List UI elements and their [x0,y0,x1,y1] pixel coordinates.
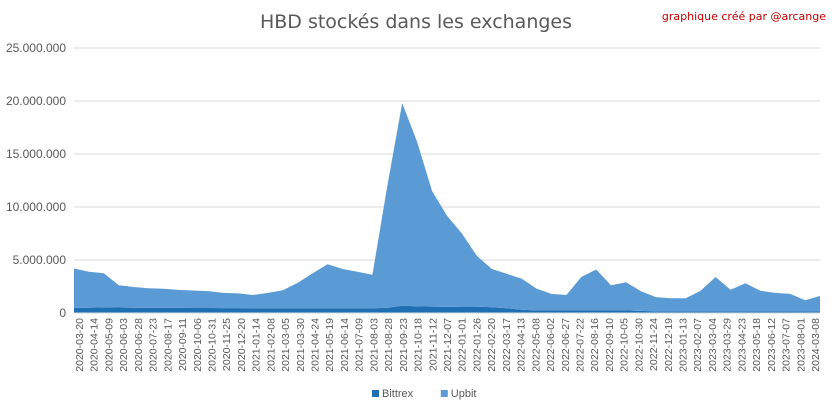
x-tick-label: 2020-06-28 [133,318,145,372]
x-tick-label: 2023-08-01 [795,318,807,372]
x-tick-label: 2022-01-26 [471,318,483,372]
x-tick-label: 2021-08-28 [383,318,395,372]
x-tick-label: 2022-07-22 [574,318,586,372]
series-area-bittrex [74,305,820,313]
chart-credit: graphique créé par @arcange [662,10,826,23]
legend-swatch-bittrex [372,390,379,397]
x-tick-label: 2023-05-18 [751,318,763,372]
x-tick-label: 2021-10-18 [413,318,425,372]
x-tick-label: 2023-07-07 [781,318,793,372]
x-tick-label: 2022-04-13 [516,318,528,372]
x-tick-label: 2022-01-01 [457,318,469,372]
x-tick-label: 2020-07-23 [148,318,160,372]
series-area-upbit [74,103,820,312]
x-tick-label: 2023-01-13 [678,318,690,372]
y-tick-label: 25.000.000 [6,41,66,55]
x-tick-label: 2021-08-03 [368,318,380,372]
x-tick-label: 2022-12-19 [663,318,675,372]
x-tick-label: 2022-10-30 [633,318,645,372]
x-tick-label: 2020-05-09 [103,318,115,372]
x-tick-label: 2022-09-10 [604,318,616,372]
x-tick-label: 2021-01-14 [251,318,263,372]
x-tick-label: 2022-06-27 [560,318,572,372]
x-tick-label: 2021-12-07 [442,318,454,372]
legend-swatch-upbit [440,390,448,397]
x-axis: 2020-03-20 2020-04-14 2020-05-09 2020-06-03… [74,312,822,372]
x-tick-label: 2022-02-20 [486,318,498,372]
y-tick-label: 10.000.000 [6,200,66,214]
x-tick-label: 2023-06-12 [766,318,778,372]
x-tick-label: 2021-03-30 [295,318,307,372]
x-tick-label: 2023-03-04 [707,318,719,372]
y-tick-label: 20.000.000 [6,94,66,108]
plot-area [74,103,820,313]
x-tick-label: 2021-09-23 [398,318,410,372]
x-tick-label: 2020-03-20 [74,318,86,372]
x-tick-label: 2021-02-08 [265,318,277,372]
x-tick-label: 2023-04-23 [736,318,748,372]
legend: Bittrex Upbit [372,388,476,400]
legend-label-upbit: Upbit [451,388,477,400]
x-tick-label: 2020-10-06 [192,318,204,372]
x-tick-label: 2020-06-03 [118,318,130,372]
x-tick-label: 2021-06-14 [339,318,351,372]
x-tick-label: 2023-03-29 [722,318,734,372]
y-axis: 0 5.000.000 10.000.000 15.000.000 20.000.000… [6,41,66,320]
x-tick-label: 2020-10-31 [206,318,218,372]
y-tick-label: 15.000.000 [6,147,66,161]
x-tick-label: 2022-06-02 [545,318,557,372]
x-tick-label: 2021-04-24 [310,318,322,372]
x-tick-label: 2020-12-20 [236,318,248,372]
x-tick-label: 2022-10-05 [619,318,631,372]
chart-title: HBD stockés dans les exchanges [260,11,572,33]
x-tick-label: 2021-05-19 [324,318,336,372]
x-tick-label: 2024-03-08 [810,318,822,372]
x-tick-label: 2020-04-14 [89,318,101,372]
x-tick-label: 2021-11-12 [427,318,439,371]
y-tick-label: 5.000.000 [13,253,67,267]
x-tick-label: 2021-07-09 [354,318,366,372]
x-tick-label: 2022-05-08 [530,318,542,372]
y-tick-label: 0 [59,306,66,320]
x-tick-label: 2023-02-07 [692,318,704,372]
x-tick-label: 2020-11-25 [221,318,233,371]
legend-label-bittrex: Bittrex [382,388,414,400]
x-tick-label: 2022-08-16 [589,318,601,372]
x-tick-label: 2021-03-05 [280,318,292,372]
x-tick-label: 2020-09-11 [177,318,189,371]
x-tick-label: 2022-11-24 [648,318,660,371]
x-tick-label: 2020-08-17 [162,318,174,372]
x-tick-label: 2022-03-17 [501,318,513,372]
